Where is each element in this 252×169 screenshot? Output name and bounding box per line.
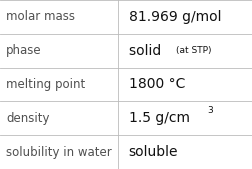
Text: phase: phase (6, 44, 42, 57)
Text: 1.5 g/cm: 1.5 g/cm (129, 111, 190, 125)
Text: melting point: melting point (6, 78, 85, 91)
Text: 1800 °C: 1800 °C (129, 78, 185, 91)
Text: density: density (6, 112, 50, 125)
Text: soluble: soluble (129, 145, 178, 159)
Text: 3: 3 (207, 106, 213, 115)
Text: molar mass: molar mass (6, 10, 75, 23)
Text: solid: solid (129, 44, 165, 58)
Text: solubility in water: solubility in water (6, 146, 112, 159)
Text: 81.969 g/mol: 81.969 g/mol (129, 10, 221, 24)
Text: (at STP): (at STP) (176, 46, 211, 55)
